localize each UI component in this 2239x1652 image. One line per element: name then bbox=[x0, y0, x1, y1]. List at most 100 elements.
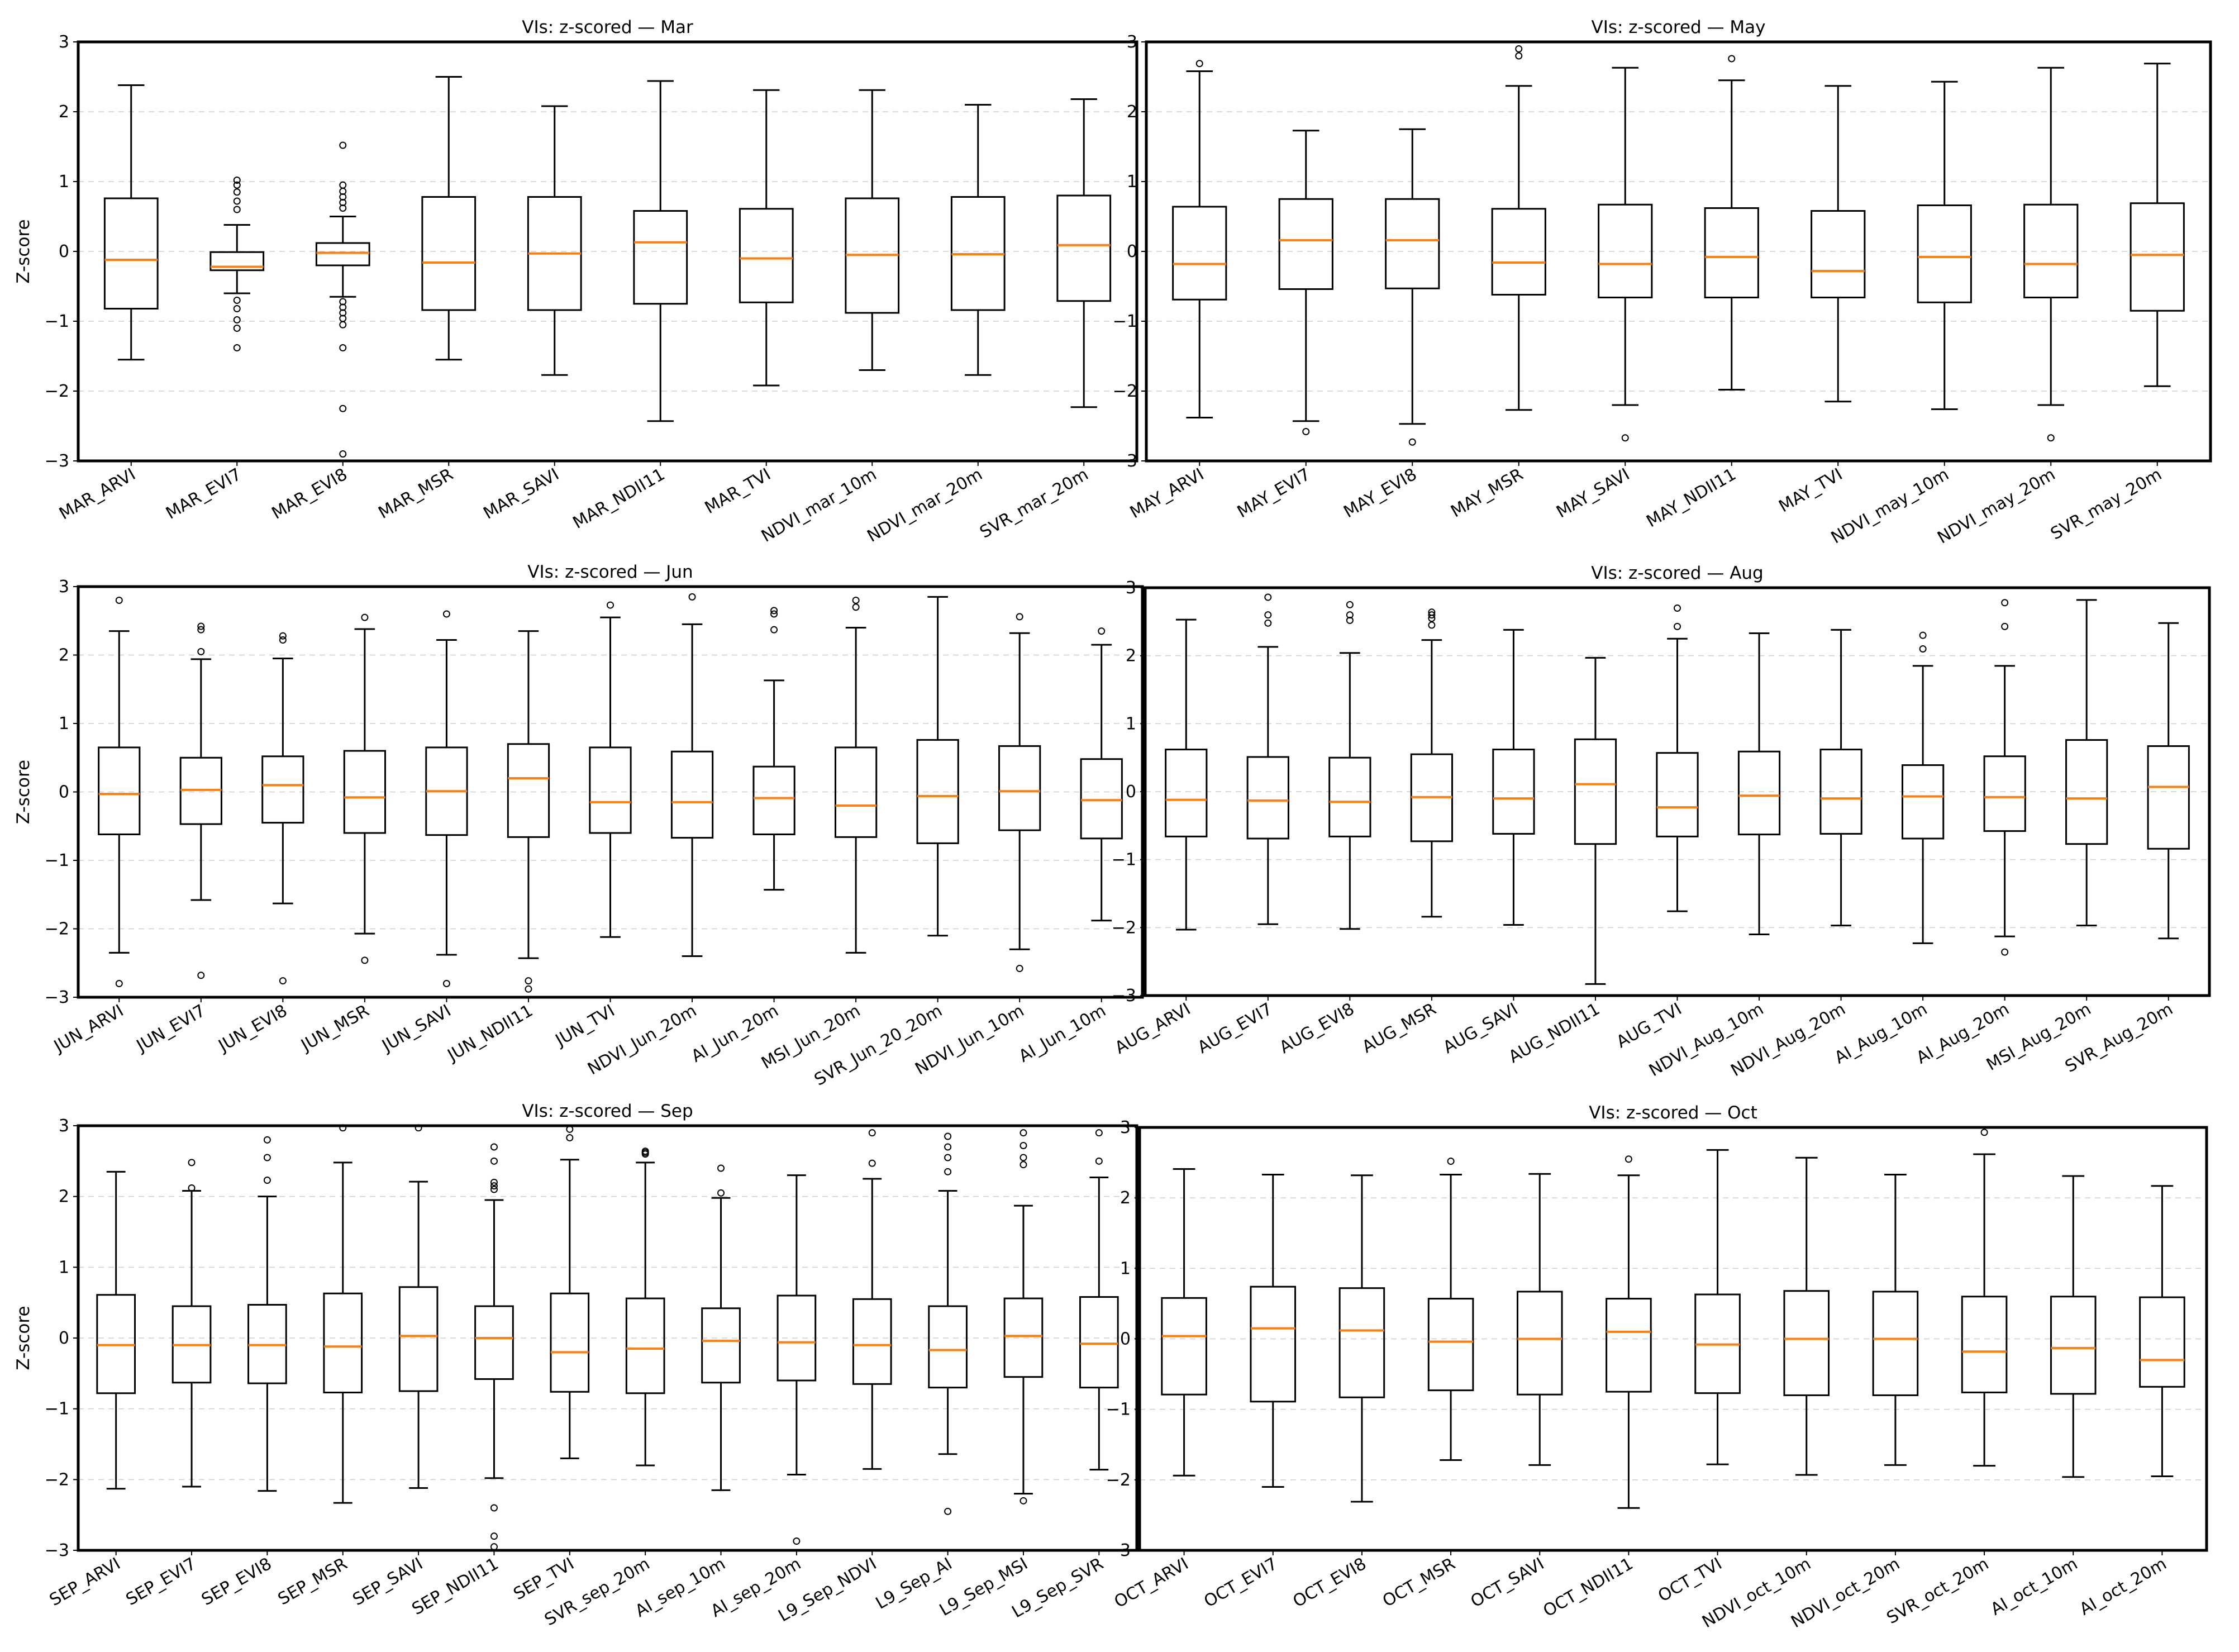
outlier-point bbox=[339, 181, 347, 189]
outlier-point bbox=[197, 972, 205, 979]
box-SEP_SAVI bbox=[398, 1124, 439, 1489]
outlier-point bbox=[1980, 1129, 1988, 1136]
iqr-box bbox=[1606, 1298, 1652, 1393]
outlier-point bbox=[490, 1157, 498, 1165]
outlier-point bbox=[770, 607, 778, 615]
box-NDVI_Aug_20m bbox=[1819, 629, 1862, 927]
outlier-point bbox=[944, 1507, 952, 1515]
outlier-point bbox=[361, 956, 369, 964]
y-tick-label: 1 bbox=[59, 1258, 69, 1277]
y-tick-label: 0 bbox=[59, 242, 69, 261]
iqr-box bbox=[752, 765, 795, 835]
outlier-point bbox=[1346, 611, 1354, 619]
outlier-point bbox=[1264, 611, 1272, 619]
outlier-point bbox=[442, 980, 450, 987]
x-tick-label: MAY_NDII11 bbox=[1643, 465, 1739, 532]
iqr-box bbox=[103, 197, 159, 310]
panel-4: −3 −2 −1 0 1 2 3 AUG_ARVI AUG_EVI7 AUG_EVI8 AUG_MS… bbox=[1112, 563, 2211, 1080]
outlier-point bbox=[852, 597, 860, 604]
iqr-box bbox=[1427, 1298, 1474, 1392]
y-tick-label: −3 bbox=[45, 1541, 69, 1560]
x-tick-label: NDVI_mar_20m bbox=[864, 465, 986, 546]
iqr-box bbox=[1385, 198, 1440, 289]
box-SEP_TVI bbox=[550, 1125, 590, 1459]
x-tick-label: OCT_EVI7 bbox=[1201, 1554, 1280, 1612]
box-MAY_EVI7 bbox=[1278, 130, 1333, 435]
y-axis-label: Z-score bbox=[13, 760, 34, 824]
iqr-box bbox=[1172, 206, 1227, 301]
y-tick-label: 1 bbox=[59, 714, 69, 734]
outlier-point bbox=[233, 297, 241, 304]
box-NDVI_Aug_10m bbox=[1737, 632, 1781, 935]
x-tick-label: MAR_TVI bbox=[702, 465, 774, 518]
y-tick-label: 1 bbox=[1120, 1259, 1131, 1278]
iqr-box bbox=[1783, 1290, 1830, 1396]
panel-3: −3 −2 −1 0 1 2 3 JUN_ARVI JUN_EVI7 JUN_EVI8 JUN_MS… bbox=[13, 562, 1144, 1090]
outlier-point bbox=[1195, 60, 1203, 68]
outlier-point bbox=[641, 1148, 649, 1155]
x-tick-label: MAR_EVI8 bbox=[269, 465, 351, 523]
x-tick-label: MAY_EVI7 bbox=[1234, 465, 1314, 522]
y-tick-label: 2 bbox=[1127, 102, 1137, 122]
outlier-point bbox=[607, 601, 614, 609]
x-tick-label: SVR_mar_20m bbox=[976, 465, 1092, 542]
outlier-point bbox=[717, 1164, 725, 1172]
outlier-point bbox=[1428, 621, 1436, 629]
y-tick-label: 2 bbox=[59, 646, 69, 665]
box-SVR_sep_20m bbox=[625, 1148, 665, 1467]
x-tick-label: MAR_EVI7 bbox=[163, 465, 245, 523]
outlier-point bbox=[233, 181, 241, 189]
iqr-box bbox=[1161, 1297, 1207, 1396]
y-tick-label: 1 bbox=[1126, 714, 1136, 734]
box-MAR_TVI bbox=[739, 89, 794, 387]
y-tick-label: −1 bbox=[45, 851, 69, 870]
box-MAY_TVI bbox=[1811, 85, 1866, 403]
iqr-box bbox=[1492, 749, 1535, 835]
x-tick-label: OCT_MSR bbox=[1379, 1554, 1459, 1611]
box-SEP_EVI7 bbox=[172, 1159, 212, 1488]
outlier-point bbox=[233, 325, 241, 332]
box-OCT_MSR bbox=[1427, 1158, 1474, 1461]
outlier-point bbox=[339, 450, 347, 458]
iqr-box bbox=[1079, 1296, 1119, 1389]
outlier-point bbox=[188, 1184, 196, 1192]
outlier-point bbox=[1625, 1155, 1632, 1163]
iqr-box bbox=[550, 1292, 590, 1393]
box-AUG_EVI8 bbox=[1328, 601, 1371, 930]
y-tick-label: −2 bbox=[45, 920, 69, 939]
outlier-point bbox=[2047, 434, 2055, 442]
iqr-box bbox=[1516, 1291, 1563, 1396]
outlier-point bbox=[442, 610, 450, 618]
iqr-box bbox=[625, 1297, 665, 1394]
outlier-point bbox=[490, 1178, 498, 1186]
iqr-box bbox=[1598, 203, 1653, 298]
outlier-point bbox=[197, 648, 205, 655]
outlier-point bbox=[361, 613, 369, 621]
box-MSI_Jun_20m bbox=[834, 597, 878, 954]
x-tick-label: MAY_TVI bbox=[1775, 465, 1846, 517]
box-MAR_ARVI bbox=[103, 84, 159, 361]
outlier-point bbox=[339, 321, 347, 329]
x-tick-label: JUN_EVI7 bbox=[132, 1001, 209, 1056]
x-tick-label: AI_Aug_10m bbox=[1831, 999, 1931, 1068]
iqr-box bbox=[421, 196, 477, 311]
box-OCT_EVI7 bbox=[1250, 1174, 1297, 1488]
iqr-box bbox=[507, 743, 550, 838]
chart-title: VIs: z-scored — Mar bbox=[522, 17, 693, 37]
x-tick-label: MAR_NDII11 bbox=[570, 465, 669, 533]
outlier-point bbox=[1674, 604, 1681, 612]
x-tick-label: MAR_MSR bbox=[375, 465, 457, 523]
outlier-point bbox=[279, 636, 287, 644]
x-tick-label: MAY_SAVI bbox=[1553, 465, 1633, 522]
box-SVR_mar_20m bbox=[1056, 98, 1112, 408]
outlier-point bbox=[115, 597, 123, 604]
x-tick-label: NDVI_may_10m bbox=[1828, 465, 1952, 548]
outlier-point bbox=[2001, 599, 2009, 607]
y-tick-label: −1 bbox=[45, 1399, 69, 1419]
iqr-box bbox=[852, 1298, 892, 1385]
box-SEP_NDII11 bbox=[474, 1143, 514, 1551]
y-tick-label: 0 bbox=[59, 1329, 69, 1348]
axes-frame bbox=[77, 40, 1138, 463]
iqr-box bbox=[2130, 202, 2185, 312]
y-tick-label: 3 bbox=[59, 1116, 69, 1136]
